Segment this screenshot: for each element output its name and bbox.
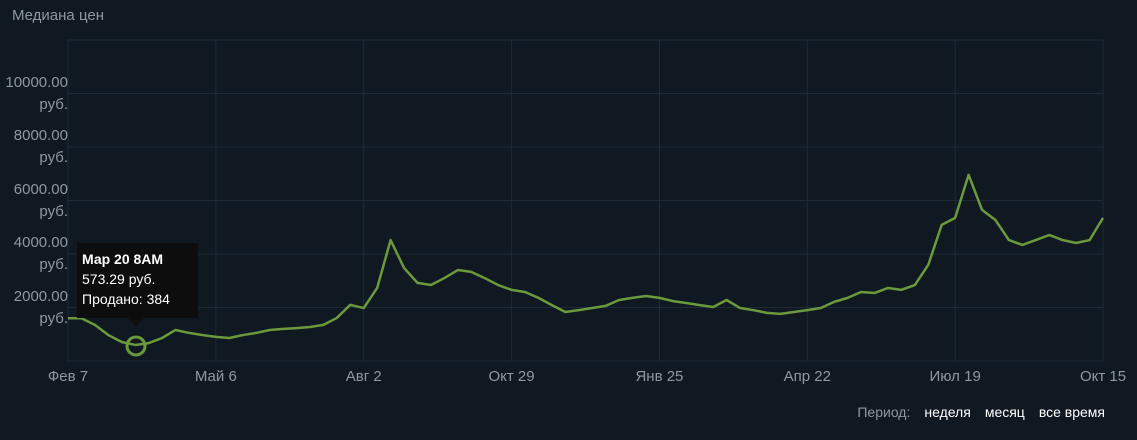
tooltip: Мар 20 8AM 573.29 руб. Продано: 384: [77, 243, 198, 318]
x-tick-label: Фев 7: [48, 368, 88, 385]
period-label: Период:: [857, 404, 911, 420]
chart-title: Медиана цен: [12, 7, 104, 24]
y-tick-label: 2000.00 руб.: [13, 287, 68, 327]
x-tick-label: Янв 25: [635, 368, 683, 385]
chart: Фев 7 Май 6 Авг 2 Окт 29 Янв 25 Апр 22 Июл 19 О…: [48, 39, 1126, 385]
period-option[interactable]: неделя: [924, 404, 971, 420]
price-line: [68, 173, 1105, 347]
tooltip-price: 573.29 руб.: [82, 271, 156, 287]
x-tick-label: Окт 15: [1080, 368, 1126, 385]
period-selector: Период: неделя месяц все время: [857, 404, 1105, 420]
x-tick-label: Май 6: [195, 368, 237, 385]
period-option[interactable]: все время: [1038, 404, 1105, 420]
x-tick-label: Июл 19: [929, 368, 980, 385]
tooltip-date: Мар 20 8AM: [82, 251, 164, 267]
y-tick-label: 6000.00 руб.: [13, 180, 68, 220]
y-tick-label: 4000.00 руб.: [13, 234, 68, 273]
tooltip-pointer: [128, 318, 144, 326]
y-tick-label: 8000.00 руб.: [13, 127, 68, 166]
tooltip-sold: Продано: 384: [82, 291, 170, 307]
x-tick-label: Апр 22: [784, 368, 831, 385]
y-tick-label: 10000.00 руб.: [5, 73, 68, 113]
period-option[interactable]: месяц: [984, 404, 1025, 420]
x-tick-label: Авг 2: [346, 368, 382, 385]
x-tick-label: Окт 29: [489, 368, 535, 385]
hover-marker: [125, 335, 147, 357]
